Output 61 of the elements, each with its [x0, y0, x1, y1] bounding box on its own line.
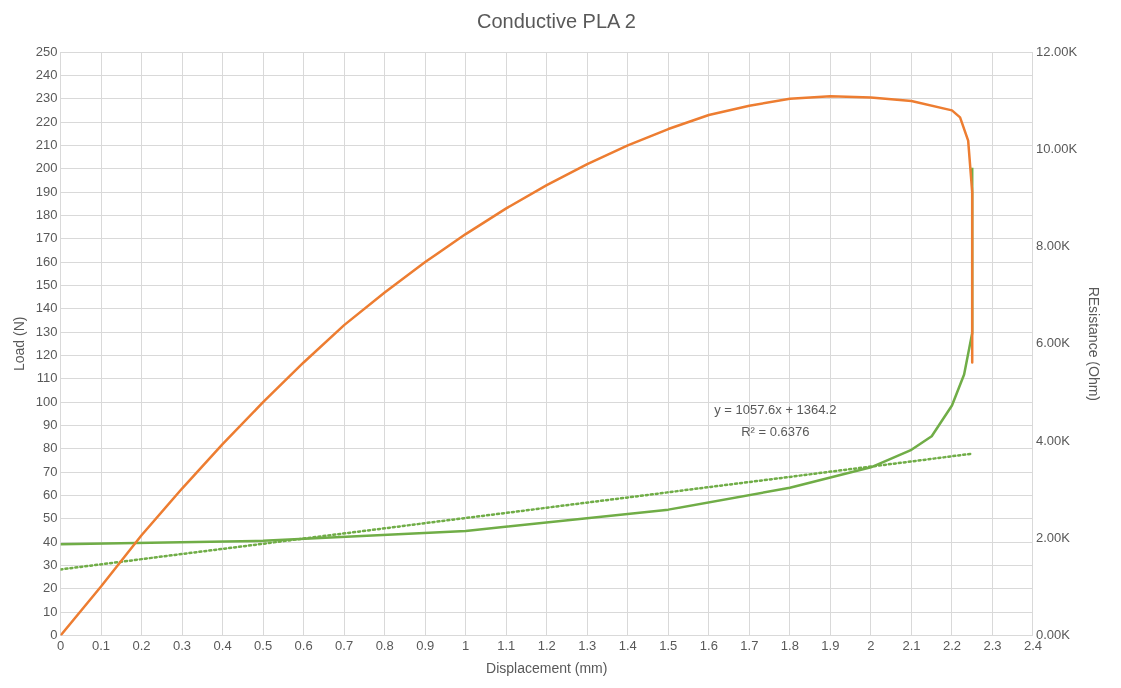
y-tick-label: 60 [43, 487, 58, 503]
annotation: R² = 0.6376 [741, 423, 810, 439]
y-tick-label: 30 [43, 557, 58, 573]
x-tick-label: 2.2 [942, 637, 961, 653]
x-tick-label: 0.3 [173, 637, 192, 653]
x-tick-label: 0.6 [294, 637, 313, 653]
y-tick-label: 130 [35, 323, 58, 339]
x-tick-label: 2 [867, 637, 875, 653]
y-tick-label: 100 [35, 393, 58, 409]
y-tick-label: 210 [35, 136, 58, 152]
y-tick-label: 40 [43, 533, 58, 549]
x-axis-title: Displacement (mm) [486, 660, 608, 677]
x-tick-label: 0.7 [335, 637, 354, 653]
x-tick-label: 0.2 [132, 637, 151, 653]
y-tick-label: 190 [35, 183, 58, 199]
x-tick-label: 1 [462, 637, 470, 653]
y-tick-label: 160 [35, 253, 58, 269]
x-tick-label: 0.8 [375, 637, 394, 653]
annotation: y = 1057.6x + 1364.2 [714, 401, 837, 417]
y-tick-label: 250 [35, 43, 58, 59]
y-tick-label: 80 [43, 440, 58, 456]
y-tick-label: 0 [50, 627, 58, 643]
y2-axis-title: REsistance (Ohm) [1085, 286, 1102, 401]
y-tick-label: 200 [35, 160, 58, 176]
y-tick-label: 10 [43, 603, 58, 619]
y-tick-label: 220 [35, 113, 58, 129]
y-tick-label: 170 [35, 230, 58, 246]
x-tick-label: 1.8 [780, 637, 799, 653]
x-tick-label: 0.4 [213, 637, 232, 653]
y-tick-label: 20 [43, 580, 58, 596]
y-tick-label: 120 [35, 347, 58, 363]
x-tick-label: 2.3 [983, 637, 1002, 653]
y-tick-label: 140 [35, 300, 58, 316]
y-tick-label: 90 [43, 417, 58, 433]
y2-tick-label: 10.00K [1036, 140, 1078, 156]
x-tick-label: 0.9 [416, 637, 435, 653]
x-tick-label: 1.3 [578, 637, 597, 653]
y-tick-label: 50 [43, 510, 58, 526]
x-tick-label: 0.1 [91, 637, 111, 653]
x-tick-label: 1.6 [699, 637, 718, 653]
y-tick-label: 110 [36, 370, 58, 386]
y-tick-label: 70 [43, 463, 58, 479]
y2-tick-label: 6.00K [1036, 335, 1071, 351]
y2-tick-label: 4.00K [1036, 432, 1071, 448]
x-tick-label: 2.1 [902, 637, 921, 653]
x-tick-label: 1.4 [618, 637, 637, 653]
y2-tick-label: 12.00K [1036, 43, 1078, 59]
y-axis-title: Load (N) [11, 316, 28, 372]
y-tick-label: 150 [35, 277, 58, 293]
y2-tick-label: 2.00K [1036, 529, 1071, 545]
y2-tick-label: 8.00K [1036, 238, 1071, 254]
x-tick-label: 1.1 [497, 637, 516, 653]
x-tick-label: 1.2 [537, 637, 556, 653]
x-tick-label: 0.5 [254, 637, 273, 653]
x-tick-label: 1.9 [821, 637, 840, 653]
chart-title: Conductive PLA 2 [477, 9, 636, 32]
y-tick-label: 230 [35, 90, 58, 106]
x-tick-label: 1.5 [659, 637, 678, 653]
y-tick-label: 180 [35, 206, 58, 222]
x-tick-label: 1.7 [740, 637, 759, 653]
y-tick-label: 240 [35, 66, 58, 82]
